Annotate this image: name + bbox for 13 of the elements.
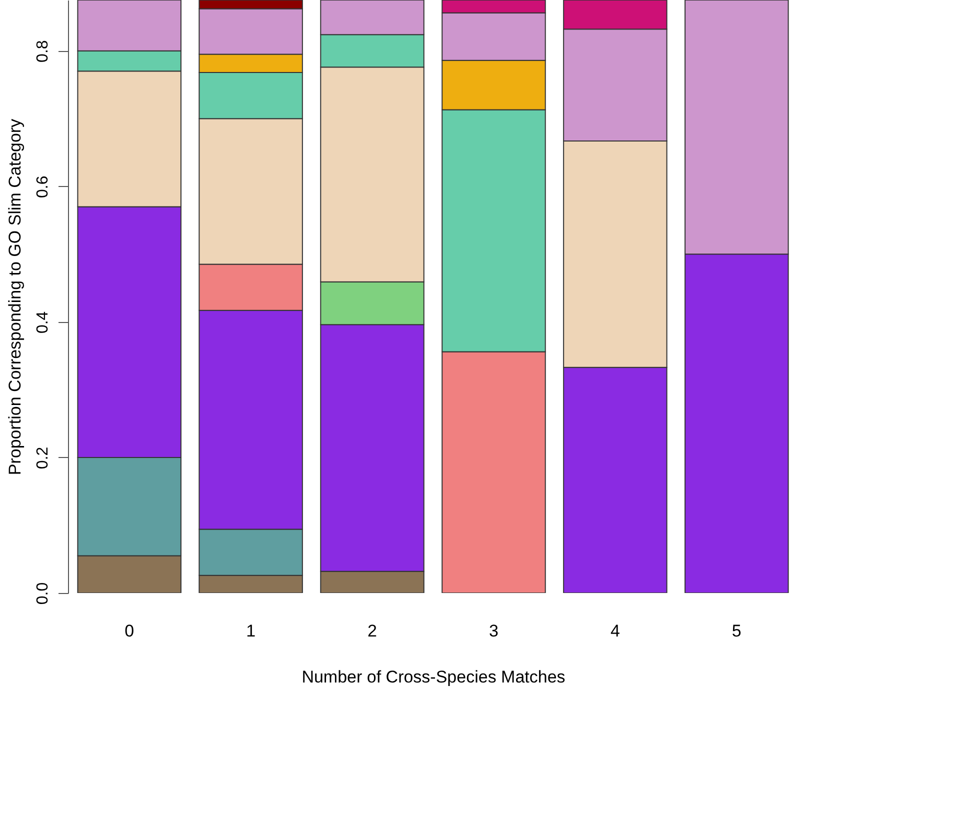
y-tick-label: 0.2	[34, 446, 52, 470]
y-tick-label: 0.6	[34, 176, 52, 198]
y-tick-label: 0.8	[34, 40, 52, 62]
x-axis-title: Number of Cross-Species Matches	[302, 668, 566, 686]
x-tick-label: 2	[368, 622, 377, 640]
y-axis-title: Proportion Corresponding to GO Slim Category	[6, 118, 24, 476]
y-tick-label: 0.4	[34, 311, 52, 334]
x-tick-label: 5	[732, 622, 742, 640]
x-tick-label: 4	[610, 622, 620, 640]
x-tick-label: 3	[489, 622, 498, 640]
x-tick-label: 0	[124, 622, 134, 640]
y-tick-label: 0.0	[34, 582, 52, 605]
x-tick-label: 1	[246, 622, 256, 640]
